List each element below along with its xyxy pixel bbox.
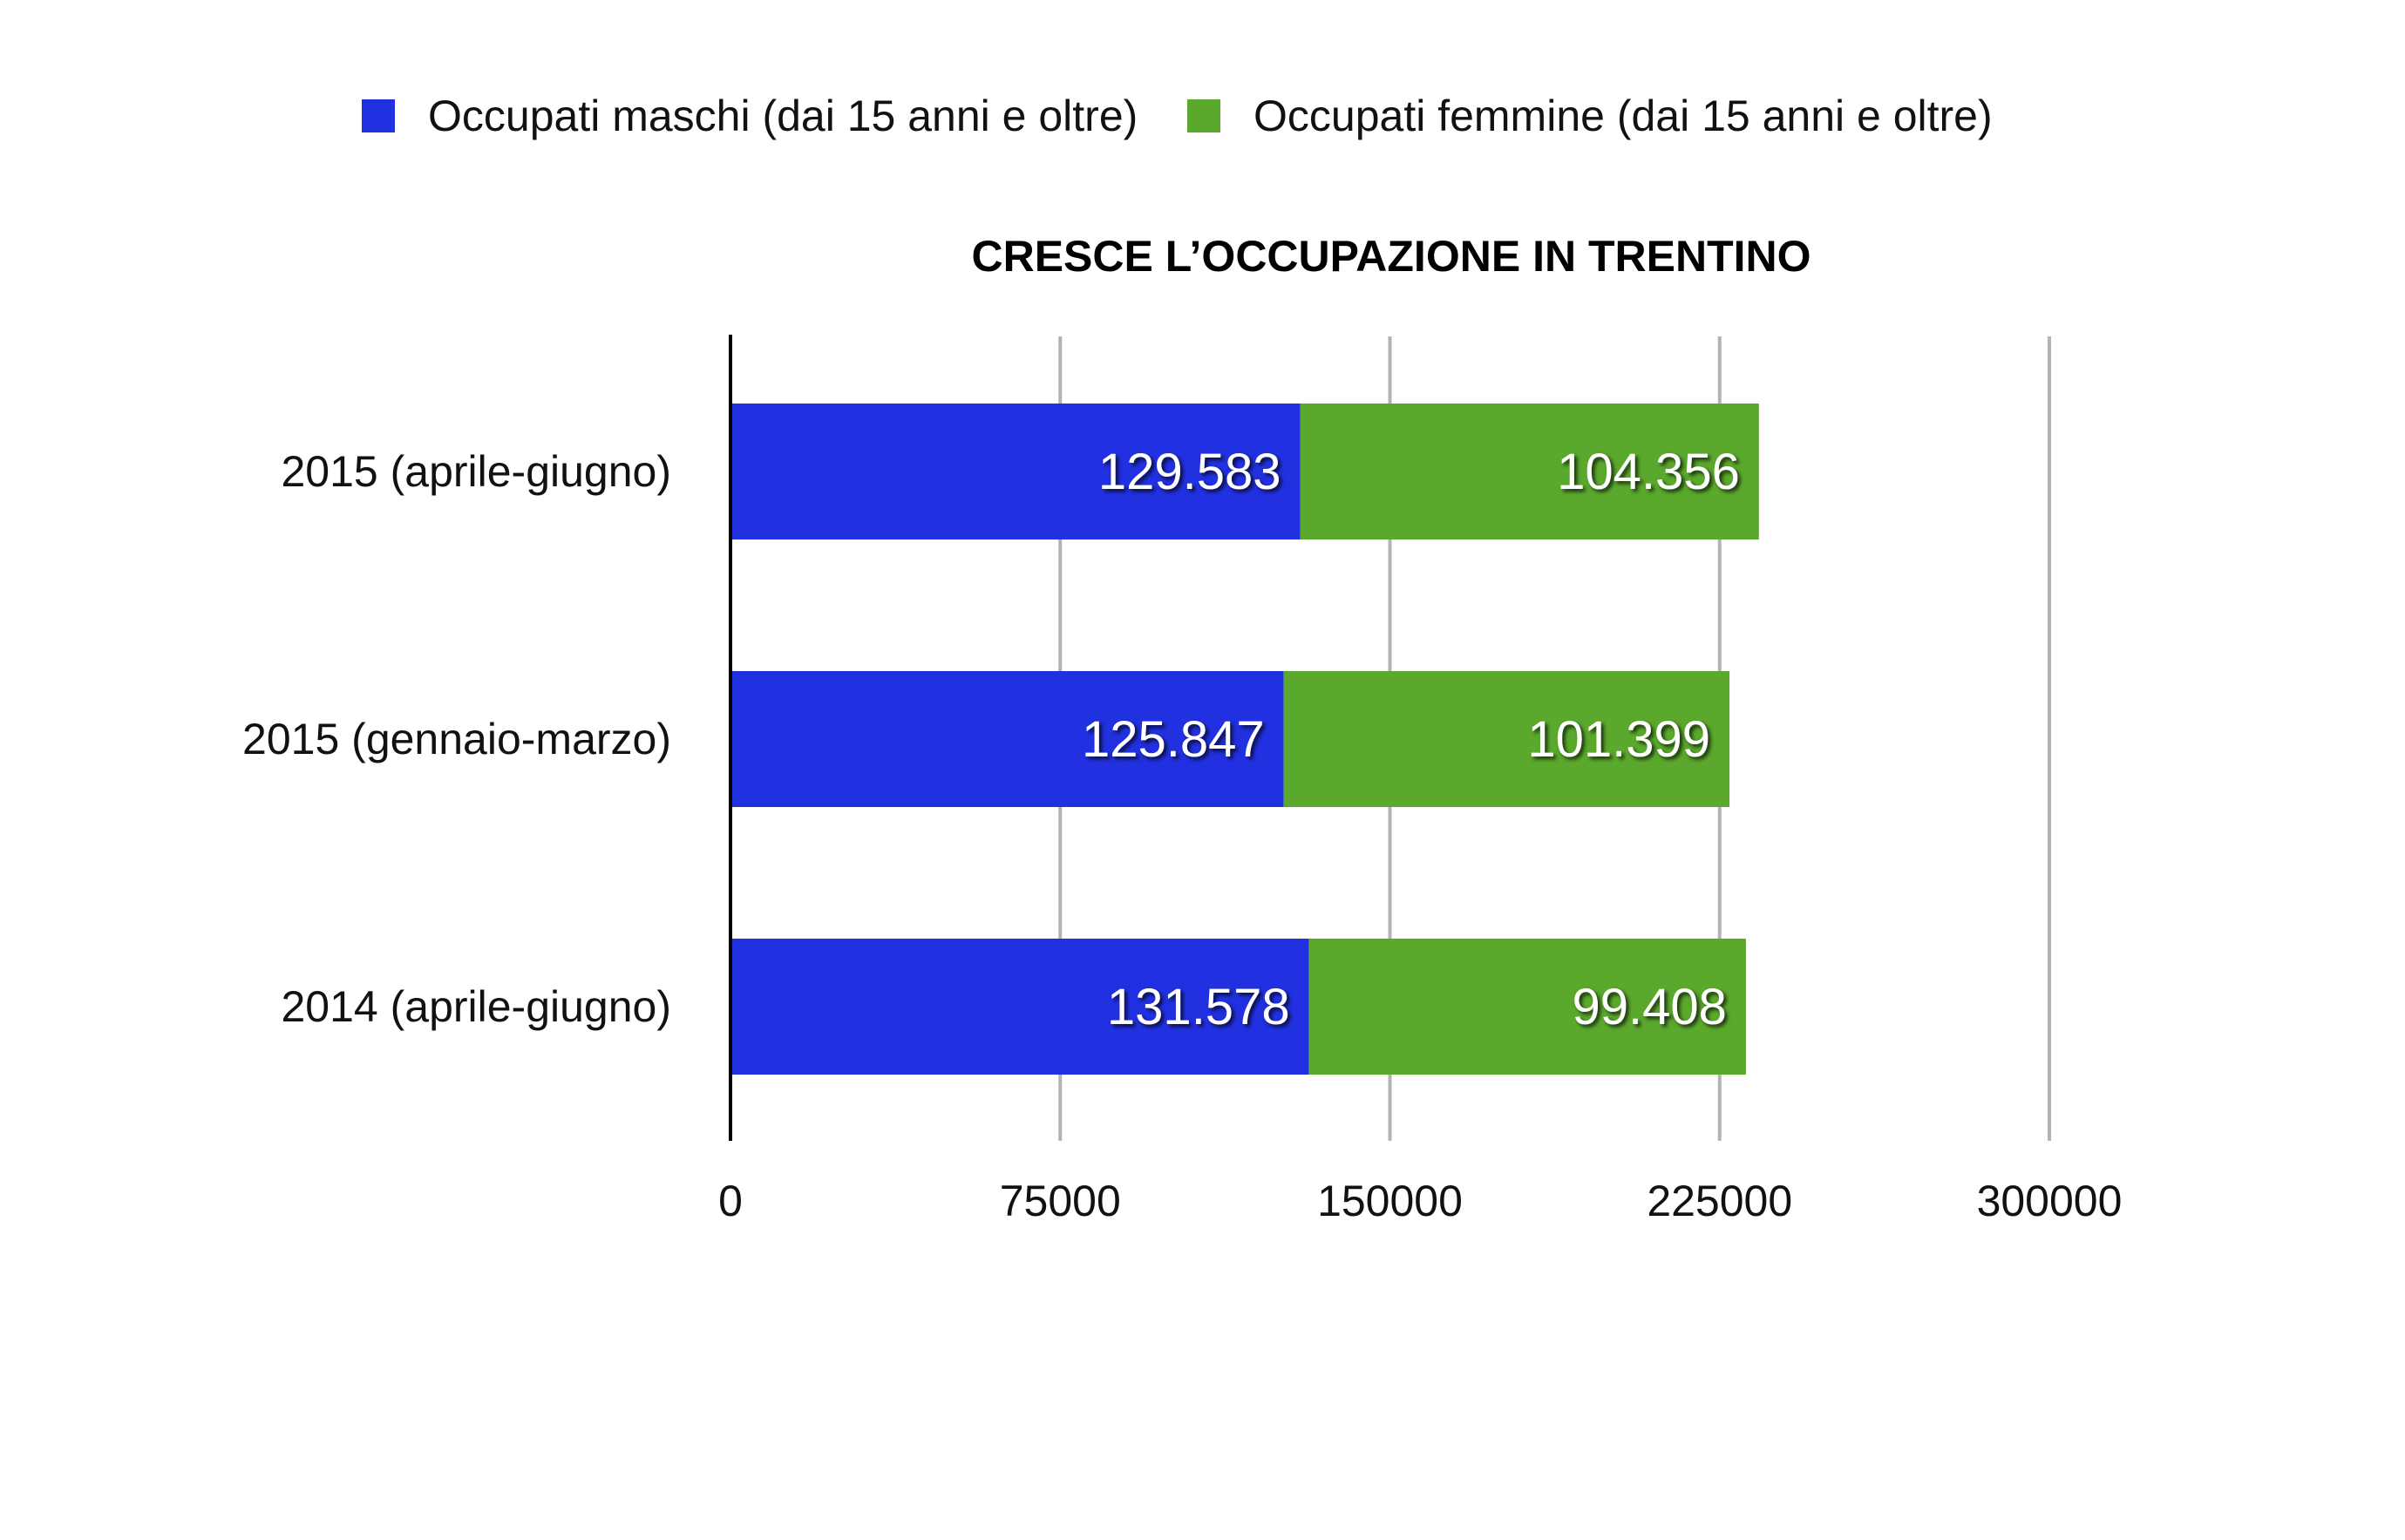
bar-2-series-2	[1283, 671, 1730, 807]
x-tick-label: 0	[718, 1177, 743, 1225]
chart-title: CRESCE L’OCCUPAZIONE IN TRENTINO	[971, 232, 1811, 281]
legend-label-1: Occupati maschi (dai 15 anni e oltre)	[428, 92, 1138, 140]
category-label: 2015 (gennaio-marzo)	[242, 715, 671, 763]
bar-1-series-2	[1300, 404, 1759, 539]
legend-swatch-1	[362, 99, 395, 132]
bar-value-label: 99.408	[1573, 979, 1727, 1035]
legend-label-2: Occupati femmine (dai 15 anni e oltre)	[1253, 92, 1993, 140]
bar-value-label: 131.578	[1107, 979, 1290, 1035]
bar-value-label: 101.399	[1527, 711, 1710, 768]
bar-2-series-1	[730, 671, 1284, 807]
category-label: 2015 (aprile-giugno)	[281, 447, 671, 496]
bar-1-series-1	[730, 404, 1301, 539]
bar-value-label: 125.847	[1082, 711, 1265, 768]
x-tick-label: 150000	[1317, 1177, 1463, 1225]
x-tick-label: 225000	[1647, 1177, 1792, 1225]
x-tick-label: 75000	[1000, 1177, 1121, 1225]
bar-value-label: 104.356	[1557, 444, 1740, 500]
legend: Occupati maschi (dai 15 anni e oltre) Occ…	[362, 92, 1993, 140]
legend-swatch-2	[1187, 99, 1220, 132]
bar-value-label: 129.583	[1098, 444, 1281, 500]
bar-3-series-1	[730, 939, 1309, 1075]
category-label: 2014 (aprile-giugno)	[281, 982, 671, 1031]
x-tick-label: 300000	[1977, 1177, 2123, 1225]
bar-3-series-2	[1308, 939, 1746, 1075]
bars: 129.583 104.356 125.847 101.399 131.578 99.40…	[730, 404, 1759, 1075]
axes: 2015 (aprile-giugno) 2015 (gennaio-marzo)…	[242, 335, 2122, 1225]
